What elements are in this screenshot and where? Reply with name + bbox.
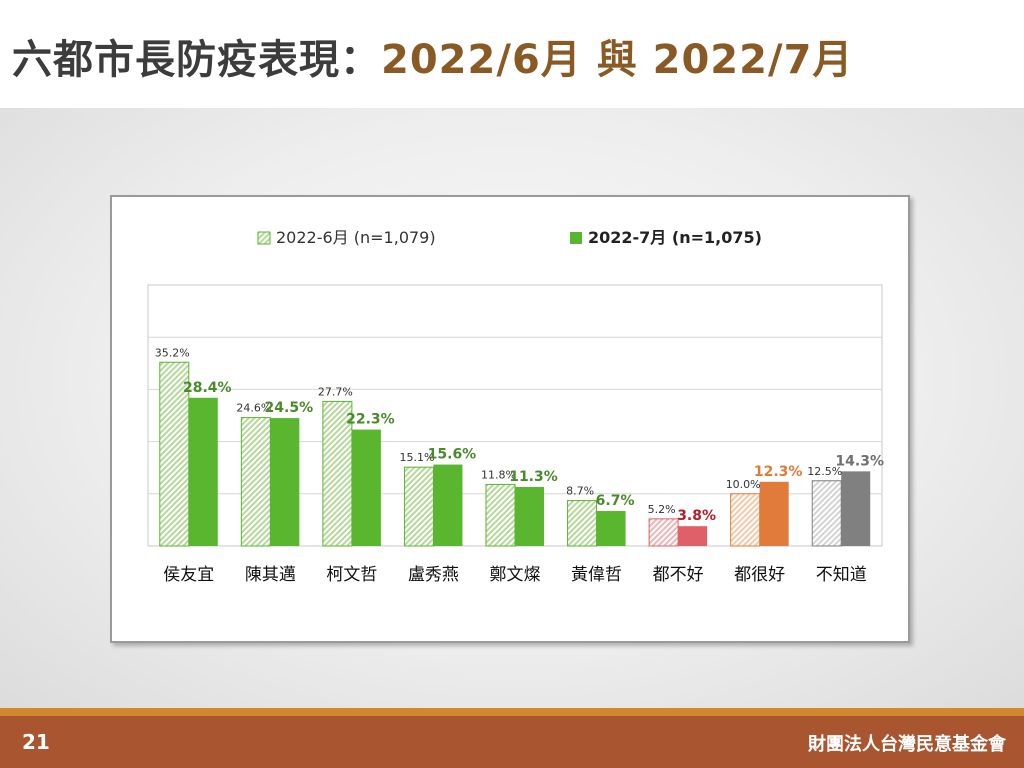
title-main: 六都市長防疫表現：	[12, 37, 381, 83]
category-label-7: 都不好	[653, 565, 704, 585]
data-label-june-5: 11.8%	[481, 468, 516, 481]
data-label-june-9: 12.5%	[807, 465, 842, 478]
category-label-5: 鄭文燦	[490, 565, 541, 585]
category-label-9: 不知道	[816, 565, 867, 585]
legend-label-july: 2022-7月 (n=1,075)	[588, 228, 762, 247]
data-label-june-3: 27.7%	[318, 385, 353, 398]
footer-accent-line	[0, 708, 1024, 716]
footer-bar: 21 財團法人台灣民意基金會	[0, 716, 1024, 768]
data-label-july-4: 15.6%	[428, 447, 477, 463]
legend-swatch-june	[257, 231, 271, 245]
legend-swatch-july	[570, 232, 582, 244]
data-label-june-1: 35.2%	[155, 346, 190, 359]
title-join: 與	[581, 37, 653, 83]
data-label-july-8: 12.3%	[754, 464, 803, 480]
bar-june-2	[240, 417, 271, 547]
data-label-june-7: 5.2%	[648, 503, 676, 516]
category-label-4: 盧秀燕	[408, 565, 459, 585]
data-label-june-6: 8.7%	[566, 485, 594, 498]
bar-june-8	[730, 493, 761, 547]
category-label-2: 陳其邁	[245, 565, 296, 585]
bar-june-1	[159, 361, 190, 547]
title-date-july: 2022/7月	[652, 37, 854, 83]
data-label-june-8: 10.0%	[726, 478, 761, 491]
organization-name: 財團法人台灣民意基金會	[808, 734, 1006, 755]
bar-june-5	[485, 483, 516, 547]
data-label-june-2: 24.6%	[236, 402, 271, 415]
category-label-8: 都很好	[734, 565, 785, 585]
chart-legend: 2022-6月 (n=1,079) 2022-7月 (n=1,075)	[257, 228, 762, 247]
bar-june-6	[567, 500, 598, 547]
bar-july-7	[678, 526, 708, 546]
data-label-july-2: 24.5%	[265, 400, 314, 416]
title-bar: 六都市長防疫表現：2022/6月 與 2022/7月	[0, 0, 1024, 108]
data-label-july-9: 14.3%	[835, 453, 884, 469]
data-label-july-3: 22.3%	[346, 412, 395, 428]
data-label-july-5: 11.3%	[509, 469, 558, 485]
bar-june-3	[322, 400, 353, 547]
category-label-1: 侯友宜	[163, 565, 214, 585]
bar-july-4	[433, 464, 463, 546]
title-date-june: 2022/6月	[381, 37, 582, 83]
bar-july-9	[841, 471, 871, 546]
slide-title: 六都市長防疫表現：2022/6月 與 2022/7月	[12, 30, 853, 90]
bar-june-9	[811, 480, 842, 547]
legend-label-june: 2022-6月 (n=1,079)	[276, 228, 436, 247]
data-label-july-1: 28.4%	[183, 380, 232, 396]
chart-frame: 2022-6月 (n=1,079) 2022-7月 (n=1,075) 35.2% 2…	[110, 195, 910, 643]
data-label-june-4: 15.1%	[399, 451, 434, 464]
data-label-july-6: 6.7%	[596, 493, 635, 509]
bar-july-6	[596, 511, 626, 546]
bar-july-1	[188, 397, 218, 546]
bar-chart: 2022-6月 (n=1,079) 2022-7月 (n=1,075) 35.2% 2…	[147, 228, 884, 585]
page-number: 21	[22, 730, 50, 754]
bar-july-5	[515, 487, 544, 546]
bar-june-4	[403, 466, 434, 547]
bar-july-2	[270, 418, 300, 546]
category-label-3: 柯文哲	[326, 565, 377, 585]
category-label-6: 黃偉哲	[571, 565, 622, 585]
bar-june-7	[648, 518, 679, 547]
bar-july-3	[351, 429, 381, 546]
data-label-july-7: 3.8%	[677, 508, 716, 524]
bar-july-8	[759, 481, 789, 546]
